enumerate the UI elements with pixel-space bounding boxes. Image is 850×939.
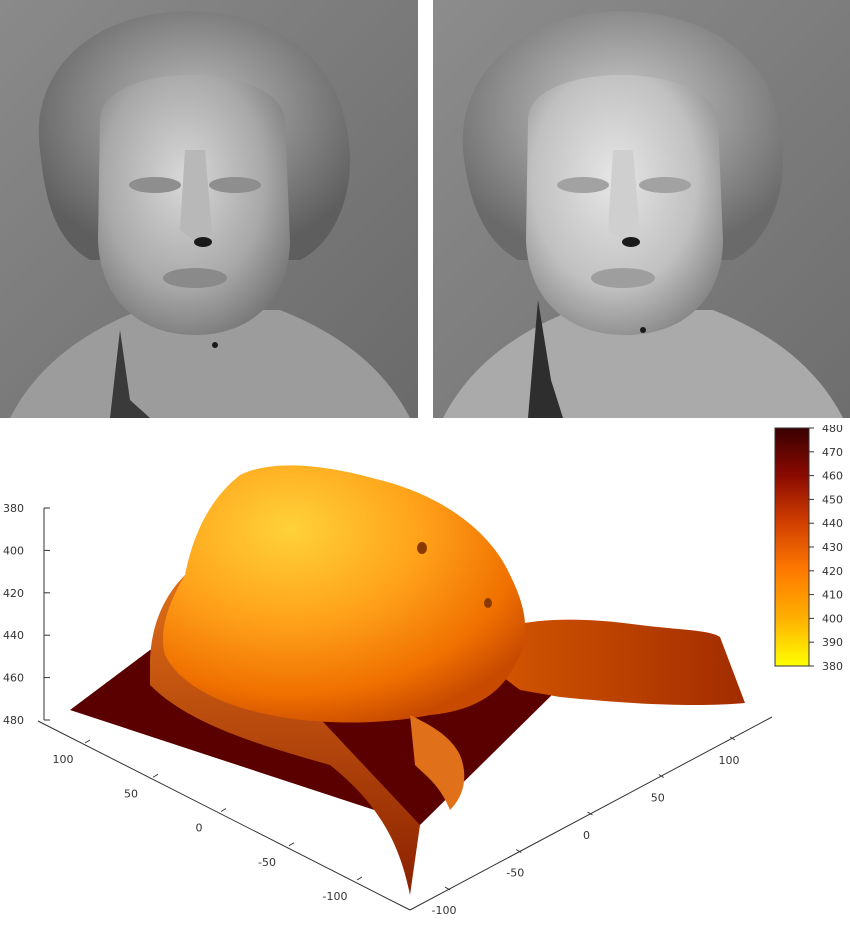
x-tick-label: -100 (323, 890, 348, 903)
surface-eye-left (417, 542, 427, 554)
surface-shoulder (470, 619, 745, 705)
colorbar-tick-label: 410 (822, 589, 843, 602)
y-tick-label: 50 (651, 792, 665, 805)
bust-face-icon (433, 0, 850, 418)
colorbar-tick-label: 380 (822, 660, 843, 673)
colorbar-tick-label: 450 (822, 493, 843, 506)
x-tick-mark (84, 739, 91, 744)
colorbar (774, 427, 810, 667)
surface-plot: 380 400 420 440 460 480 100 50 0 -50 -100 -100 -50… (0, 422, 850, 935)
z-tick-label: 380 (3, 502, 24, 515)
colorbar-tick-label: 480 (822, 425, 843, 435)
z-tick-label: 480 (3, 714, 24, 727)
colorbar-tick-label: 420 (822, 565, 843, 578)
colorbar-tick-label: 400 (822, 612, 843, 625)
x-tick-mark (152, 773, 159, 778)
y-tick-label: 0 (583, 829, 590, 842)
colorbar-tick-label: 390 (822, 636, 843, 649)
colorbar-tick-label: 430 (822, 541, 843, 554)
y-tick-mark (587, 811, 593, 816)
y-tick-mark (444, 886, 451, 891)
z-tick-label: 400 (3, 544, 24, 557)
z-tick-label: 420 (3, 587, 24, 600)
surface-neck (410, 715, 465, 810)
bust-face-icon (0, 0, 418, 418)
bust-render-smooth (433, 0, 850, 418)
x-tick-mark (220, 808, 227, 812)
y-tick-mark (658, 774, 665, 778)
y-tick-mark (515, 849, 522, 853)
x-tick-label: 50 (124, 787, 138, 800)
x-tick-mark (288, 842, 295, 847)
colorbar-tick-label: 470 (822, 446, 843, 459)
colorbar-tick-label: 440 (822, 517, 843, 530)
x-tick-label: -50 (258, 856, 276, 869)
y-tick-label: -100 (432, 904, 457, 917)
x-tick-label: 0 (196, 822, 203, 835)
colorbar-tick-label: 460 (822, 470, 843, 483)
y-tick-label: 100 (719, 754, 740, 767)
surface-head (162, 465, 526, 723)
z-tick-label: 460 (3, 672, 24, 685)
z-tick-label: 440 (3, 629, 24, 642)
y-tick-mark (729, 736, 736, 741)
x-tick-label: 100 (53, 753, 74, 766)
surface-eye-right (484, 598, 492, 608)
bust-render-shaded (0, 0, 418, 418)
y-tick-label: -50 (506, 867, 524, 880)
x-tick-mark (356, 876, 363, 881)
